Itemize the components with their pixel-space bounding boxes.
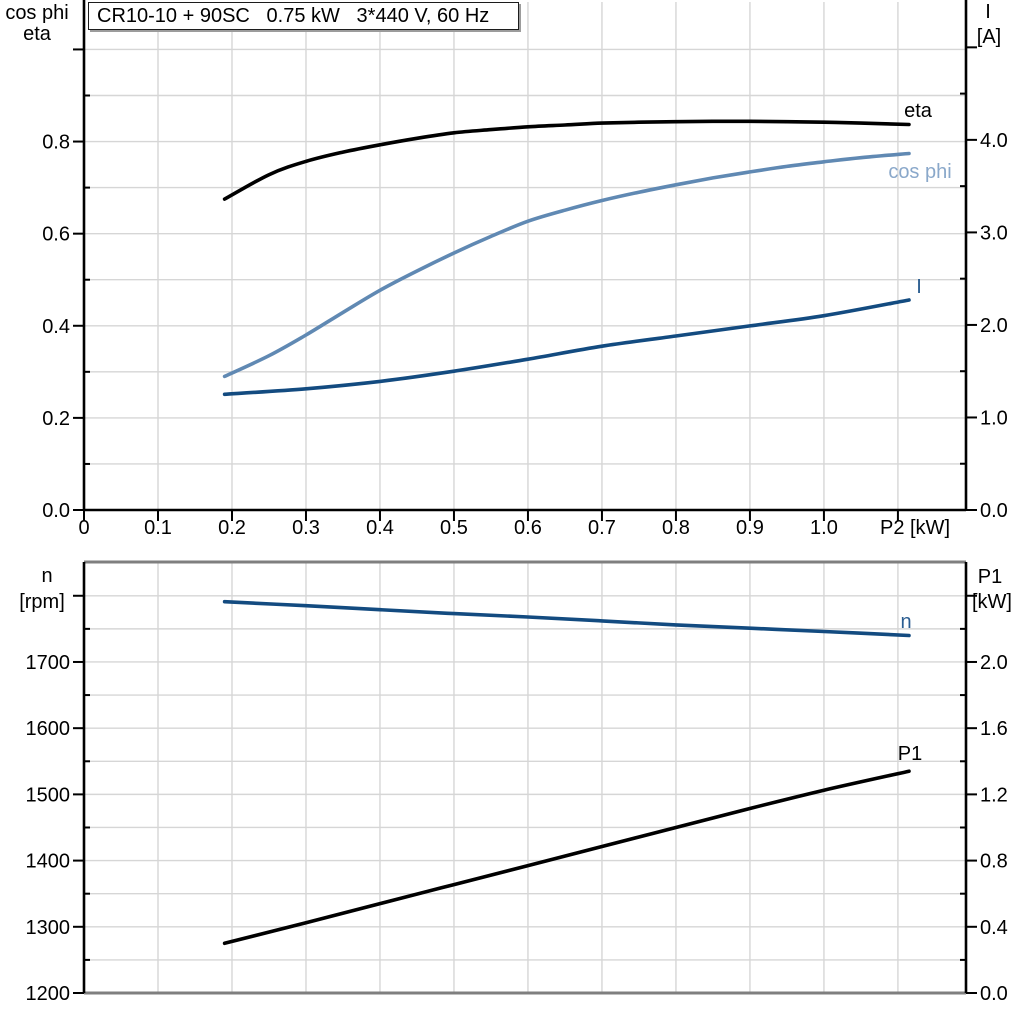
i-curve-label: I [916,276,922,298]
n-curve [222,599,911,638]
left-axis-title: eta [23,23,52,45]
top-chart-ticks [73,46,977,521]
left-axis-title: [rpm] [19,591,65,613]
cos-phi-curve-label: cos phi [888,161,951,183]
right-axis-tick-label: 0.4 [980,917,1008,939]
right-axis-tick-label: 0.0 [980,500,1008,522]
left-axis-tick-label: 0.4 [42,316,70,338]
x-axis-tick-label: 0.6 [514,517,542,539]
bottom-chart-labels: 1200 1300 1400 1500 1600 1700 0.0 0.4 0.8 1.2 1.6 2… [19,565,1012,1005]
right-axis-tick-label: 0.0 [980,983,1008,1005]
cos-phi-curve [222,151,911,379]
right-axis-tick-label: 1.2 [980,784,1008,806]
right-axis-tick-label: 4.0 [980,130,1008,152]
x-axis-tick-label: 0.1 [144,517,172,539]
left-axis-tick-label: 1500 [26,784,71,806]
x-axis-tick-label: 0.2 [218,517,246,539]
x-axis-title: P2 [kW] [880,517,950,539]
right-axis-tick-label: 0.8 [980,851,1008,873]
left-axis-tick-label: 1600 [26,718,71,740]
right-axis-title: P1 [978,566,1002,588]
top-chart-axes [82,0,968,512]
left-axis-tick-label: 0.2 [42,408,70,430]
p1-curve [222,769,911,946]
right-axis-tick-label: 3.0 [980,222,1008,244]
bottom-chart-grid [84,562,966,993]
top-chart: 0.0 0.2 0.4 0.6 0.8 0.0 1.0 2.0 3.0 4.0 0 0.1 0.2 0.3… [5,0,1008,539]
i-curve [222,298,911,397]
eta-curve [222,119,911,201]
right-axis-tick-label: 2.0 [980,315,1008,337]
right-axis-tick-label: 2.0 [980,652,1008,674]
right-axis-tick-label: 1.6 [980,718,1008,740]
top-chart-series: eta cos phi I [222,100,952,397]
x-axis-tick-label: 0.9 [736,517,764,539]
x-axis-tick-label: 0.5 [440,517,468,539]
right-axis-tick-label: 1.0 [980,407,1008,429]
chart-title-box: CR10-10 + 90SC 0.75 kW 3*440 V, 60 Hz [88,2,519,30]
x-axis-tick-label: 0.4 [366,517,394,539]
right-axis-title: I [985,1,991,23]
left-axis-tick-label: 0.6 [42,224,70,246]
x-axis-tick-label: 1.0 [810,517,838,539]
eta-curve-label: eta [904,100,933,122]
left-axis-tick-label: 1700 [26,652,71,674]
x-axis-tick-label: 0.7 [588,517,616,539]
right-axis-title: [kW] [972,591,1012,613]
bottom-chart-axes [82,560,968,995]
n-curve-label: n [900,611,911,633]
left-axis-tick-label: 1300 [26,917,71,939]
left-axis-tick-label: 0.8 [42,132,70,154]
top-chart-labels: 0.0 0.2 0.4 0.6 0.8 0.0 1.0 2.0 3.0 4.0 0 0.1 0.2 0.3… [5,1,1008,539]
bottom-chart: 1200 1300 1400 1500 1600 1700 0.0 0.4 0.8 1.2 1.6 2… [19,560,1012,1005]
left-axis-tick-label: 1200 [26,983,71,1005]
left-axis-tick-label: 0.0 [42,500,70,522]
bottom-chart-ticks [73,594,977,994]
right-axis-title: [A] [977,26,1001,48]
x-axis-tick-label: 0.8 [662,517,690,539]
bottom-chart-series: n P1 [222,599,922,946]
left-axis-tick-label: 1400 [26,851,71,873]
left-axis-title: cos phi [5,2,68,24]
left-axis-title: n [41,565,52,587]
x-axis-tick-label: 0.3 [292,517,320,539]
x-axis-tick-label: 0 [78,517,89,539]
top-chart-grid [84,2,966,510]
p1-curve-label: P1 [898,743,922,765]
